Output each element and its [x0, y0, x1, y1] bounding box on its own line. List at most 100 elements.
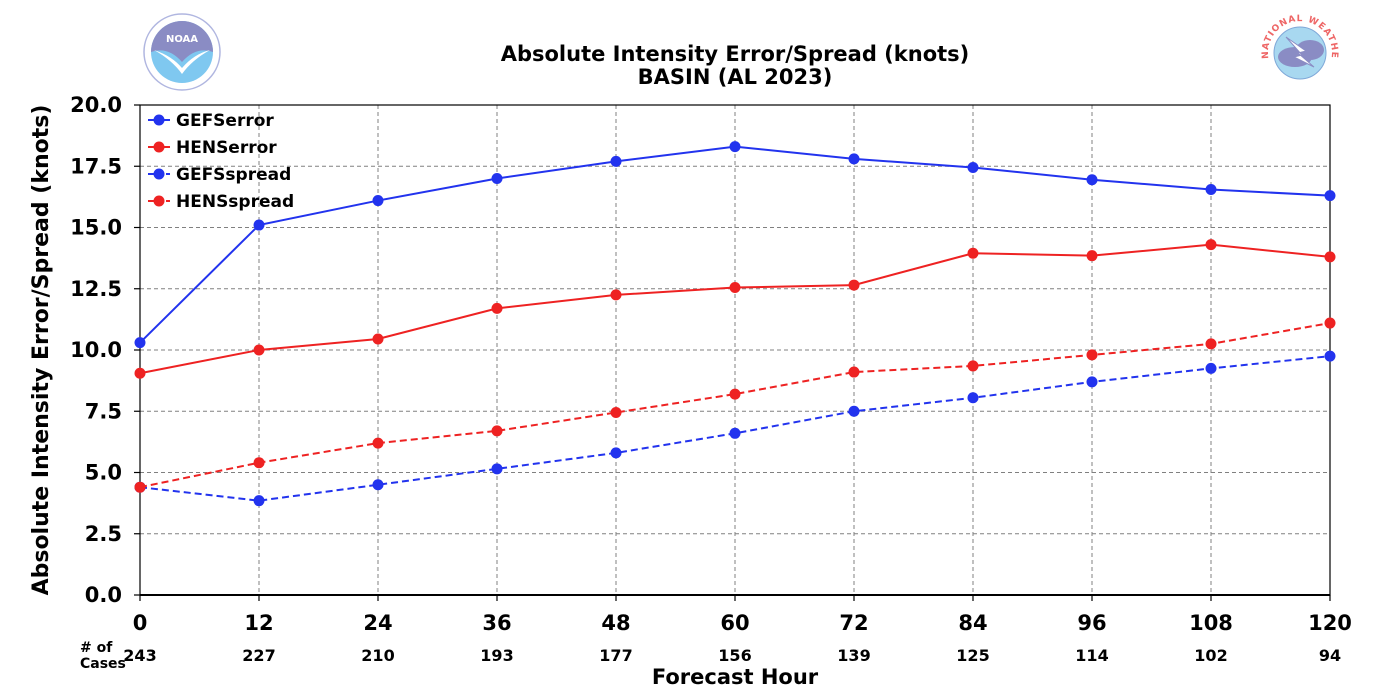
- x-axis-label: Forecast Hour: [652, 665, 819, 689]
- chart-title: Absolute Intensity Error/Spread (knots): [501, 42, 970, 66]
- data-point-GEFSspread: [1324, 350, 1336, 362]
- x-tick-label: 12: [244, 611, 273, 635]
- case-count: 156: [718, 646, 751, 665]
- data-point-GEFSspread: [253, 495, 265, 507]
- data-point-HENSspread: [967, 360, 979, 372]
- noaa-logo: NOAA: [143, 13, 221, 91]
- legend-marker-GEFSspread: [153, 168, 165, 180]
- data-point-HENSerror: [729, 282, 741, 294]
- y-tick-label: 2.5: [85, 522, 122, 546]
- y-tick-label: 7.5: [85, 399, 122, 423]
- data-point-GEFSerror: [1205, 184, 1217, 196]
- legend: GEFSerror HENSerror GEFSspread HENSspread: [148, 111, 294, 212]
- data-point-HENSspread: [372, 437, 384, 449]
- data-point-GEFSspread: [967, 392, 979, 404]
- x-tick-label: 108: [1189, 611, 1233, 635]
- data-point-GEFSerror: [372, 195, 384, 207]
- case-count: 125: [956, 646, 989, 665]
- y-tick-label: 15.0: [70, 216, 122, 240]
- y-axis-ticks: 0.0 2.5 5.0 7.5 10.0 12.5 15.0 17.5 20.0: [70, 93, 140, 607]
- data-point-GEFSspread: [848, 405, 860, 417]
- series-GEFSerror: [134, 141, 1336, 349]
- x-tick-label: 36: [482, 611, 511, 635]
- data-point-GEFSspread: [610, 447, 622, 459]
- series-HENSspread: [134, 317, 1336, 493]
- data-point-HENSspread: [1086, 349, 1098, 361]
- data-point-HENSspread: [848, 366, 860, 378]
- x-tick-label: 96: [1077, 611, 1106, 635]
- data-point-GEFSerror: [610, 155, 622, 167]
- data-point-HENSerror: [372, 333, 384, 345]
- data-point-HENSspread: [253, 457, 265, 469]
- data-point-GEFSspread: [1205, 362, 1217, 374]
- case-count: 243: [123, 646, 156, 665]
- legend-marker-HENSspread: [153, 195, 165, 207]
- case-count: 210: [361, 646, 394, 665]
- x-tick-label: 60: [720, 611, 749, 635]
- x-axis-ticks: 0 12 24 36 48 60 72 84 96 108 120: [133, 595, 1352, 635]
- data-point-GEFSspread: [491, 463, 503, 475]
- case-count: 177: [599, 646, 632, 665]
- y-tick-label: 0.0: [85, 583, 122, 607]
- y-axis-label: Absolute Intensity Error/Spread (knots): [29, 105, 54, 596]
- y-tick-label: 20.0: [70, 93, 122, 117]
- y-tick-label: 10.0: [70, 338, 122, 362]
- data-point-HENSspread: [610, 406, 622, 418]
- case-count: 193: [480, 646, 513, 665]
- cases-label-line2: Cases: [80, 656, 126, 672]
- data-point-HENSspread: [1205, 338, 1217, 350]
- x-tick-label: 24: [363, 611, 392, 635]
- data-point-GEFSspread: [729, 427, 741, 439]
- legend-label-GEFSerror: GEFSerror: [176, 111, 274, 131]
- data-point-GEFSspread: [1086, 376, 1098, 388]
- series-GEFSspread: [134, 350, 1336, 507]
- legend-label-GEFSspread: GEFSspread: [176, 165, 291, 185]
- data-point-HENSerror: [967, 247, 979, 259]
- x-tick-label: 120: [1308, 611, 1352, 635]
- case-count: 114: [1075, 646, 1108, 665]
- data-point-HENSerror: [610, 289, 622, 301]
- data-point-GEFSerror: [967, 161, 979, 173]
- x-tick-label: 48: [601, 611, 630, 635]
- x-tick-label: 0: [133, 611, 148, 635]
- legend-marker-HENSerror: [153, 141, 165, 153]
- x-tick-label: 72: [839, 611, 868, 635]
- data-point-GEFSerror: [491, 173, 503, 184]
- chart-subtitle: BASIN (AL 2023): [638, 65, 833, 89]
- data-point-HENSspread: [729, 388, 741, 400]
- case-count: 139: [837, 646, 870, 665]
- legend-marker-GEFSerror: [153, 114, 165, 126]
- data-point-HENSspread: [134, 481, 146, 493]
- data-point-HENSerror: [848, 279, 860, 291]
- case-count: 102: [1194, 646, 1227, 665]
- series-HENSerror: [134, 239, 1336, 379]
- legend-label-HENSspread: HENSspread: [176, 192, 294, 212]
- y-tick-label: 17.5: [70, 154, 122, 178]
- grid-lines: [140, 105, 1330, 595]
- data-point-HENSspread: [491, 425, 503, 437]
- case-count: 94: [1319, 646, 1341, 665]
- case-count: 227: [242, 646, 275, 665]
- nws-logo: NATIONAL WEATHER SERVICE: [1261, 14, 1338, 91]
- data-point-HENSerror: [134, 367, 146, 379]
- data-point-GEFSspread: [372, 479, 384, 491]
- x-tick-label: 84: [958, 611, 987, 635]
- y-tick-label: 12.5: [70, 277, 122, 301]
- data-point-GEFSerror: [134, 337, 146, 349]
- data-point-HENSerror: [491, 302, 503, 314]
- data-point-HENSerror: [1086, 250, 1098, 262]
- y-tick-label: 5.0: [85, 461, 122, 485]
- case-counts: 243 227 210 193 177 156 139 125 114 102 94: [123, 646, 1341, 665]
- series-group: [134, 141, 1336, 507]
- legend-label-HENSerror: HENSerror: [176, 138, 277, 158]
- noaa-logo-text: NOAA: [166, 34, 198, 45]
- data-point-HENSerror: [253, 344, 265, 356]
- data-point-HENSerror: [1205, 239, 1217, 251]
- data-point-HENSerror: [1324, 251, 1336, 263]
- data-point-GEFSerror: [1324, 190, 1336, 202]
- data-point-GEFSerror: [729, 141, 741, 153]
- data-point-GEFSerror: [1086, 174, 1098, 186]
- data-point-HENSspread: [1324, 317, 1336, 329]
- series-line-HENSspread: [139, 322, 1331, 489]
